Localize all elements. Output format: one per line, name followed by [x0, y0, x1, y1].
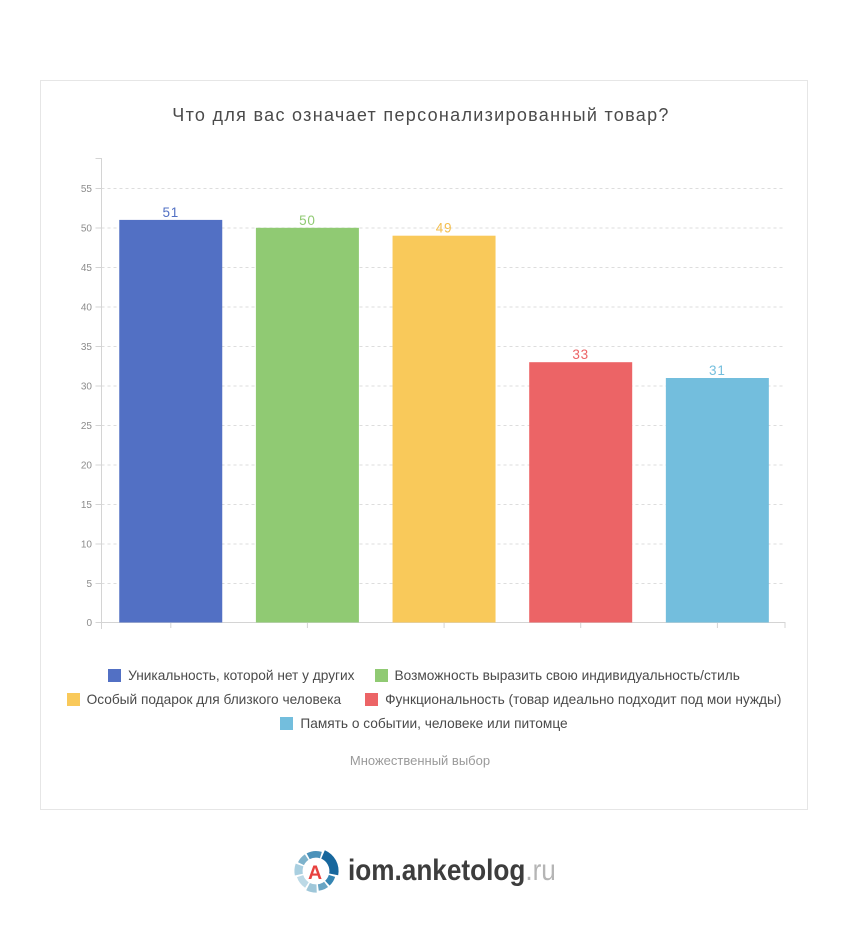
- svg-text:15: 15: [81, 500, 93, 511]
- svg-text:49: 49: [436, 221, 453, 236]
- svg-text:A: A: [308, 862, 322, 884]
- svg-text:0: 0: [86, 618, 92, 629]
- svg-text:45: 45: [81, 263, 93, 274]
- svg-text:33: 33: [572, 347, 589, 362]
- svg-text:35: 35: [81, 342, 93, 353]
- svg-text:20: 20: [81, 461, 93, 472]
- svg-text:25: 25: [81, 421, 93, 432]
- svg-text:40: 40: [81, 303, 93, 314]
- svg-text:55: 55: [81, 184, 93, 195]
- svg-text:10: 10: [81, 540, 93, 551]
- svg-text:51: 51: [162, 205, 179, 220]
- svg-text:50: 50: [81, 224, 93, 235]
- svg-text:31: 31: [709, 363, 726, 378]
- svg-text:5: 5: [86, 579, 92, 590]
- svg-text:50: 50: [299, 213, 316, 228]
- svg-text:30: 30: [81, 382, 93, 393]
